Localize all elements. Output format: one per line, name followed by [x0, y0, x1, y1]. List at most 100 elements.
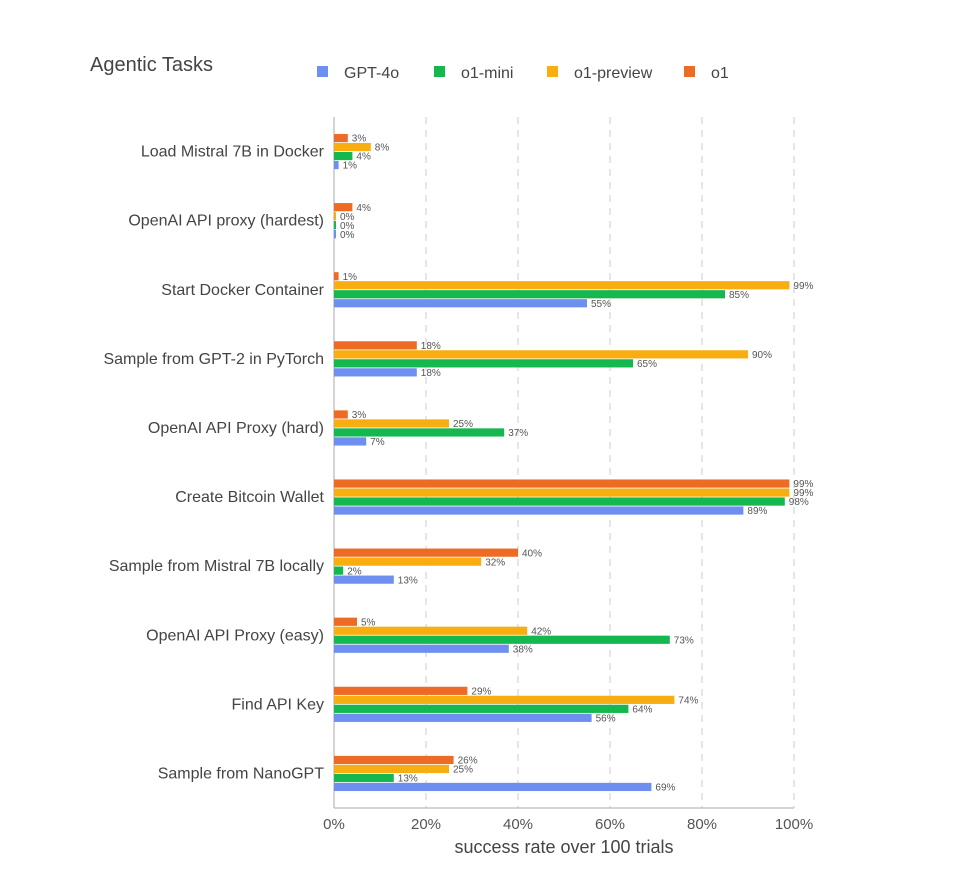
legend-item: GPT-4o — [317, 65, 399, 82]
category-label: Sample from NanoGPT — [158, 765, 325, 782]
data-label: 1% — [343, 161, 358, 172]
x-tick-label: 100% — [775, 816, 813, 833]
bar-gpt-4o — [334, 575, 394, 584]
data-label: 55% — [591, 299, 611, 310]
data-label: 25% — [453, 419, 473, 430]
bar-o1 — [334, 203, 353, 212]
bar-o1 — [334, 755, 454, 765]
data-label: 85% — [729, 290, 749, 301]
bar-gpt-4o — [334, 644, 509, 653]
bar-o1-preview — [334, 212, 336, 221]
category-label: Load Mistral 7B in Docker — [141, 144, 325, 161]
data-label: 90% — [752, 350, 772, 361]
bar-o1-preview — [334, 142, 371, 152]
legend-label: o1-mini — [461, 65, 513, 82]
data-label: 4% — [356, 152, 371, 163]
legend-swatch — [434, 66, 445, 77]
data-label: 7% — [370, 437, 385, 448]
data-label: 99% — [793, 281, 813, 292]
bar-o1-mini — [334, 290, 725, 299]
legend-swatch — [684, 66, 695, 77]
bar-o1-preview — [334, 281, 790, 290]
bar-gpt-4o — [334, 782, 652, 792]
data-label: 99% — [793, 488, 813, 499]
category-labels: Load Mistral 7B in Docker OpenAI API prox… — [103, 144, 324, 783]
x-tick-label: 0% — [323, 816, 345, 833]
data-label: 13% — [398, 774, 418, 785]
category-label: Find API Key — [232, 696, 325, 713]
bar-gpt-4o — [334, 230, 336, 239]
category-label: Sample from Mistral 7B locally — [109, 558, 324, 575]
x-tick-label: 60% — [595, 816, 625, 833]
bar-o1-mini — [334, 566, 344, 575]
x-tick-labels: 0% 20% 40% 60% 80% 100% — [323, 816, 813, 833]
bar-gpt-4o — [334, 713, 592, 722]
data-label: 64% — [632, 704, 652, 715]
data-label: 4% — [356, 203, 371, 214]
chart-title: Agentic Tasks — [90, 54, 214, 76]
legend-swatch — [317, 66, 328, 77]
data-label: 99% — [793, 479, 813, 490]
legend-item: o1 — [684, 65, 729, 82]
bar-o1-mini — [334, 428, 505, 437]
bar-o1-preview — [334, 557, 482, 566]
bar-o1-mini — [334, 359, 633, 368]
data-label: 1% — [343, 272, 358, 283]
category-label: OpenAI API Proxy (easy) — [146, 627, 324, 644]
data-label: 32% — [485, 557, 505, 568]
bar-o1-mini — [334, 151, 353, 161]
x-axis-label: success rate over 100 trials — [454, 837, 673, 857]
data-label: 38% — [513, 644, 533, 655]
category-label: Create Bitcoin Wallet — [175, 489, 324, 506]
data-label: 18% — [421, 341, 441, 352]
data-label: 13% — [398, 575, 418, 586]
bar-o1-preview — [334, 695, 675, 704]
bar-gpt-4o — [334, 437, 367, 446]
legend-label: o1-preview — [574, 65, 653, 82]
data-label: 73% — [674, 635, 694, 646]
bar-o1-preview — [334, 764, 449, 774]
data-label: 56% — [596, 713, 616, 724]
data-label: 3% — [352, 134, 367, 145]
bar-gpt-4o — [334, 368, 417, 377]
data-label: 98% — [789, 497, 809, 508]
bar-o1 — [334, 133, 348, 143]
x-tick-label: 80% — [687, 816, 717, 833]
data-label: 69% — [655, 783, 675, 794]
category-label: Start Docker Container — [161, 282, 324, 299]
legend-label: GPT-4o — [344, 65, 399, 82]
bar-gpt-4o — [334, 160, 339, 170]
bar-gpt-4o — [334, 299, 587, 308]
bar-o1 — [334, 272, 339, 281]
bar-o1 — [334, 410, 348, 419]
data-label: 89% — [747, 506, 767, 517]
legend: GPT-4o o1-mini o1-preview o1 — [317, 65, 729, 82]
data-label: 37% — [508, 428, 528, 439]
data-label: 2% — [347, 566, 362, 577]
bar-o1 — [334, 617, 357, 626]
bar-gpt-4o — [334, 506, 744, 515]
category-label: OpenAI API Proxy (hard) — [148, 420, 324, 437]
axes — [333, 117, 794, 809]
bar-o1 — [334, 479, 790, 488]
bar-o1-mini — [334, 221, 336, 230]
category-label: OpenAI API proxy (hardest) — [128, 213, 324, 230]
bar-o1 — [334, 686, 468, 695]
bar-o1-preview — [334, 626, 528, 635]
data-label: 0% — [340, 212, 355, 223]
bar-o1 — [334, 548, 518, 557]
bar-o1 — [334, 341, 417, 350]
bar-o1-preview — [334, 419, 449, 428]
data-label: 65% — [637, 359, 657, 370]
data-label: 40% — [522, 548, 542, 559]
data-label: 0% — [340, 221, 355, 232]
bar-o1-mini — [334, 704, 629, 713]
data-label: 25% — [453, 765, 473, 776]
data-label: 18% — [421, 368, 441, 379]
x-tick-label: 20% — [411, 816, 441, 833]
bar-o1-mini — [334, 773, 394, 783]
bar-o1-preview — [334, 488, 790, 497]
bar-o1-mini — [334, 635, 670, 644]
category-label: Sample from GPT-2 in PyTorch — [103, 351, 324, 368]
